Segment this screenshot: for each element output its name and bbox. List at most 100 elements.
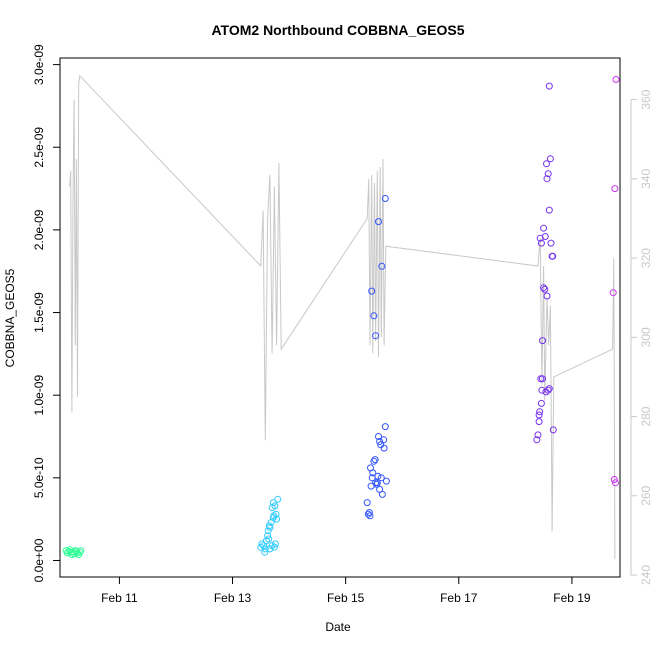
data-point bbox=[260, 542, 268, 550]
data-point bbox=[67, 548, 75, 556]
data-point bbox=[536, 408, 544, 416]
data-point bbox=[269, 499, 277, 507]
data-point bbox=[261, 545, 269, 553]
data-point bbox=[363, 499, 371, 507]
y-tick-label: 1.0e-09 bbox=[32, 375, 46, 416]
data-point bbox=[547, 239, 555, 247]
y2-tick-label: 320 bbox=[639, 248, 650, 268]
data-point bbox=[272, 540, 279, 548]
data-point bbox=[274, 495, 282, 503]
data-point bbox=[263, 537, 270, 545]
y-tick-label: 5.0e-10 bbox=[32, 457, 46, 498]
x-tick-label: Feb 17 bbox=[440, 591, 478, 605]
data-point bbox=[264, 527, 272, 535]
data-point bbox=[371, 456, 379, 464]
data-point bbox=[534, 431, 542, 439]
data-point bbox=[375, 433, 382, 440]
y-axis-label: COBBNA_GEOS5 bbox=[3, 268, 17, 367]
data-point bbox=[381, 195, 389, 202]
data-point bbox=[540, 284, 548, 292]
data-point bbox=[549, 252, 557, 260]
x-axis-label: Date bbox=[325, 620, 351, 634]
data-point bbox=[368, 287, 376, 295]
y2-tick-label: 360 bbox=[639, 89, 650, 109]
y2-tick-label: 300 bbox=[639, 327, 650, 347]
y2-tick-label: 340 bbox=[639, 169, 650, 189]
data-point bbox=[372, 332, 380, 340]
data-point bbox=[258, 540, 266, 548]
data-point bbox=[62, 547, 70, 555]
secondary-line bbox=[69, 74, 616, 560]
data-point bbox=[376, 485, 384, 493]
data-point bbox=[543, 175, 551, 183]
y2-tick-label: 240 bbox=[639, 565, 650, 585]
data-point bbox=[367, 464, 374, 472]
data-point bbox=[612, 76, 620, 83]
data-point bbox=[540, 224, 548, 232]
data-point bbox=[364, 510, 372, 518]
data-point bbox=[609, 289, 617, 297]
chart-title: ATOM2 Northbound COBBNA_GEOS5 bbox=[211, 22, 464, 38]
data-point bbox=[271, 502, 279, 510]
data-point bbox=[535, 418, 543, 426]
data-point bbox=[269, 514, 277, 521]
data-point bbox=[537, 399, 545, 407]
data-point bbox=[76, 548, 84, 556]
y-tick-label: 2.0e-09 bbox=[32, 209, 46, 250]
y-tick-label: 0.0e+00 bbox=[32, 538, 46, 582]
y-tick-label: 2.5e-09 bbox=[32, 127, 46, 168]
data-point bbox=[543, 292, 551, 300]
data-point bbox=[381, 423, 389, 431]
y-tick-label: 3.0e-09 bbox=[32, 44, 46, 85]
data-point bbox=[541, 285, 549, 293]
data-point bbox=[374, 472, 382, 480]
y2-tick-label: 280 bbox=[639, 406, 650, 426]
x-tick-label: Feb 15 bbox=[327, 591, 365, 605]
x-tick-label: Feb 11 bbox=[101, 591, 138, 605]
data-point bbox=[382, 477, 390, 485]
data-point bbox=[380, 436, 388, 444]
data-point bbox=[261, 548, 269, 556]
data-point bbox=[545, 385, 553, 393]
data-point bbox=[376, 438, 384, 445]
x-tick-label: Feb 19 bbox=[553, 591, 591, 605]
y-axis: 0.0e+00 5.0e-10 1.0e-09 1.5e-09 2.0e-09 2.5e-… bbox=[32, 44, 60, 582]
data-point bbox=[546, 155, 554, 163]
data-point bbox=[264, 532, 272, 540]
data-point bbox=[545, 82, 553, 90]
y2-tick-label: 260 bbox=[639, 485, 650, 505]
data-point bbox=[273, 515, 281, 523]
data-point bbox=[373, 479, 381, 487]
data-point bbox=[370, 312, 378, 320]
secondary-line-path bbox=[69, 74, 616, 560]
x-axis: Feb 11 Feb 13 Feb 15 Feb 17 Feb 19 bbox=[101, 577, 591, 605]
data-points bbox=[62, 76, 620, 559]
data-point bbox=[533, 436, 541, 444]
data-point bbox=[535, 411, 543, 419]
data-point bbox=[549, 426, 557, 434]
data-point bbox=[612, 479, 619, 487]
y-tick-label: 1.5e-09 bbox=[32, 292, 46, 333]
data-point bbox=[77, 547, 85, 555]
data-point bbox=[543, 160, 550, 168]
data-point bbox=[544, 170, 552, 178]
data-point bbox=[610, 476, 618, 483]
data-point bbox=[366, 512, 374, 520]
data-point bbox=[378, 262, 386, 270]
data-point bbox=[380, 444, 388, 452]
data-point bbox=[537, 239, 545, 247]
data-point bbox=[266, 523, 274, 531]
data-point bbox=[265, 535, 273, 543]
data-point bbox=[539, 375, 546, 383]
x-tick-label: Feb 13 bbox=[214, 591, 252, 605]
data-point bbox=[536, 234, 544, 242]
data-point bbox=[611, 185, 619, 193]
secondary-y-axis: 240 260 280 300 320 340 360 bbox=[630, 89, 650, 585]
data-point bbox=[365, 509, 373, 516]
data-point bbox=[375, 218, 382, 226]
plot-area bbox=[59, 57, 621, 578]
data-point bbox=[544, 386, 552, 394]
data-point bbox=[539, 337, 546, 345]
data-point bbox=[545, 206, 553, 214]
